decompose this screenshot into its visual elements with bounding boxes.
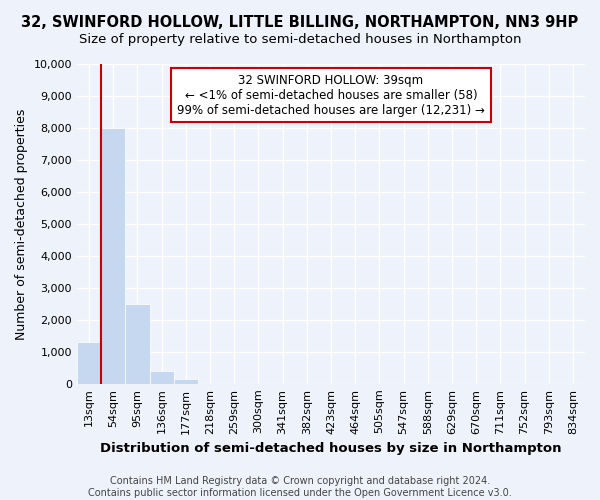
X-axis label: Distribution of semi-detached houses by size in Northampton: Distribution of semi-detached houses by … bbox=[100, 442, 562, 455]
Bar bbox=[77, 342, 101, 384]
Bar bbox=[101, 128, 125, 384]
Text: 32 SWINFORD HOLLOW: 39sqm
← <1% of semi-detached houses are smaller (58)
99% of : 32 SWINFORD HOLLOW: 39sqm ← <1% of semi-… bbox=[177, 74, 485, 116]
Bar bbox=[173, 379, 198, 384]
Text: Contains HM Land Registry data © Crown copyright and database right 2024.
Contai: Contains HM Land Registry data © Crown c… bbox=[88, 476, 512, 498]
Text: Size of property relative to semi-detached houses in Northampton: Size of property relative to semi-detach… bbox=[79, 32, 521, 46]
Bar bbox=[149, 371, 173, 384]
Bar bbox=[125, 304, 149, 384]
Y-axis label: Number of semi-detached properties: Number of semi-detached properties bbox=[15, 108, 28, 340]
Text: 32, SWINFORD HOLLOW, LITTLE BILLING, NORTHAMPTON, NN3 9HP: 32, SWINFORD HOLLOW, LITTLE BILLING, NOR… bbox=[22, 15, 578, 30]
